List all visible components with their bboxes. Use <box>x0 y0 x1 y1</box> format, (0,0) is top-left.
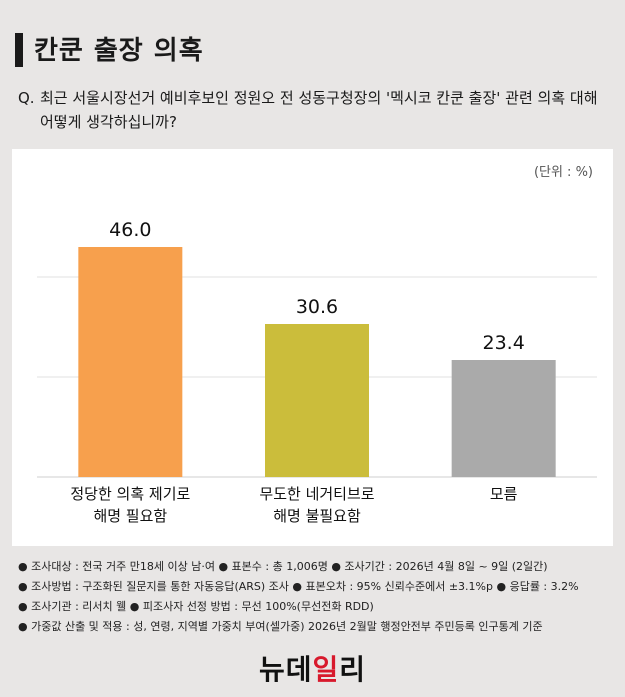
question-text: 최근 서울시장선거 예비후보인 정원오 전 성동구청장의 '멕시코 칸쿤 출장'… <box>40 89 598 131</box>
footnote-line: ● 가중값 산출 및 적용 : 성, 연령, 지역별 가중치 부여(셀가중) 2… <box>18 620 543 633</box>
category-label: 정당한 의혹 제기로 <box>70 485 190 503</box>
category-label: 해명 불필요함 <box>273 507 361 525</box>
bar <box>78 247 183 477</box>
unit-label: (단위 : %) <box>533 165 593 180</box>
category-label: 해명 필요함 <box>93 507 167 525</box>
bar <box>451 360 556 477</box>
bar <box>265 324 369 477</box>
footnote-line: ● 조사기관 : 리서치 웰 ● 피조사자 선정 방법 : 무선 100%(무선… <box>18 600 374 613</box>
publisher-logo: 뉴데일리 <box>0 648 625 688</box>
bar-value-label: 23.4 <box>483 332 525 354</box>
logo-text-1: 뉴데 <box>258 653 313 686</box>
footnote-line: ● 조사대상 : 전국 거주 만18세 이상 남·여 ● 표본수 : 총 1,0… <box>18 560 548 573</box>
title-accent-bar <box>15 33 23 67</box>
page-title: 칸쿤 출장 의혹 <box>34 36 204 66</box>
question-prefix: Q. <box>18 89 35 107</box>
logo-text-3: 리 <box>339 653 367 686</box>
bar-value-label: 30.6 <box>296 296 338 318</box>
footnote-line: ● 조사방법 : 구조화된 질문지를 통한 자동응답(ARS) 조사 ● 표본오… <box>18 580 579 593</box>
bar-value-label: 46.0 <box>109 219 151 241</box>
survey-footnotes: ● 조사대상 : 전국 거주 만18세 이상 남·여 ● 표본수 : 총 1,0… <box>18 557 618 637</box>
category-label: 모름 <box>490 485 518 503</box>
category-label: 무도한 네거티브로 <box>259 485 374 503</box>
logo-text-accent: 일 <box>312 653 340 686</box>
